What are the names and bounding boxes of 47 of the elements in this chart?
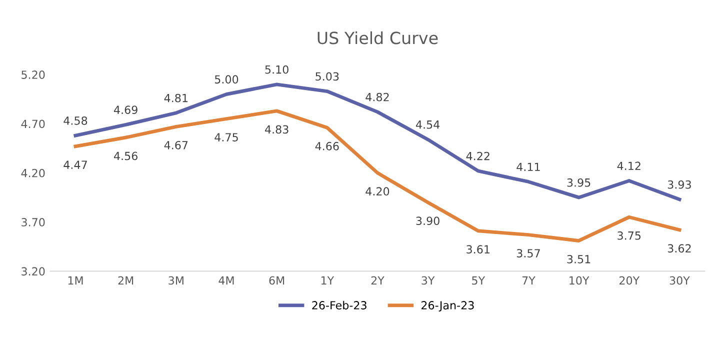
data-label: 4.22 xyxy=(466,152,490,160)
data-label: 3.51 xyxy=(567,254,590,264)
y-tick-label: 3.20 xyxy=(22,267,45,276)
data-label: 3.90 xyxy=(416,216,440,226)
legend-label: 26-Feb-23 xyxy=(312,300,366,310)
data-label: 3.61 xyxy=(466,245,490,254)
data-label: 4.75 xyxy=(214,133,238,142)
x-tick-label: 3Y xyxy=(422,276,435,285)
x-tick-label: 1M xyxy=(68,276,83,285)
x-tick-label: 20Y xyxy=(619,276,640,285)
data-label: 4.11 xyxy=(516,162,540,171)
data-label: 3.95 xyxy=(567,178,590,187)
x-tick-label: 2Y xyxy=(371,276,384,285)
y-tick-label: 3.70 xyxy=(22,218,45,226)
data-label: 4.83 xyxy=(264,125,288,134)
data-label: 4.66 xyxy=(315,142,339,150)
x-tick-label: 7Y xyxy=(522,276,536,285)
x-tick-label: 10Y xyxy=(570,276,590,285)
data-label: 4.58 xyxy=(64,116,88,125)
data-label: 3.57 xyxy=(516,249,540,258)
data-label: 4.82 xyxy=(366,92,389,102)
x-tick-label: 3M xyxy=(168,276,184,285)
data-label: 4.20 xyxy=(366,187,390,196)
data-label: 4.67 xyxy=(164,140,188,150)
data-label: 4.69 xyxy=(114,106,138,114)
chart-title: US Yield Curve xyxy=(318,31,438,44)
y-tick-label: 4.70 xyxy=(21,120,45,128)
y-tick-label: 5.20 xyxy=(22,70,45,79)
data-label: 3.62 xyxy=(668,244,691,253)
data-label: 3.93 xyxy=(668,180,691,189)
x-tick-label: 2M xyxy=(118,276,134,285)
data-label: 4.47 xyxy=(64,160,87,169)
data-label: 5.10 xyxy=(265,65,288,74)
data-label: 4.54 xyxy=(416,120,440,129)
data-label: 5.03 xyxy=(316,72,339,81)
x-tick-label: 30Y xyxy=(670,276,690,285)
data-label: 4.56 xyxy=(114,152,138,160)
data-label: 4.81 xyxy=(164,94,188,102)
data-label: 3.75 xyxy=(618,231,641,240)
x-tick-label: 1Y xyxy=(321,276,334,285)
x-tick-label: 4M xyxy=(218,276,234,285)
x-tick-label: 5Y xyxy=(472,276,486,285)
legend-label: 26-Jan-23 xyxy=(421,301,474,312)
data-label: 4.12 xyxy=(617,162,640,170)
x-tick-label: 6M xyxy=(269,276,284,285)
y-tick-label: 4.20 xyxy=(21,168,45,178)
data-label: 5.00 xyxy=(214,75,238,84)
